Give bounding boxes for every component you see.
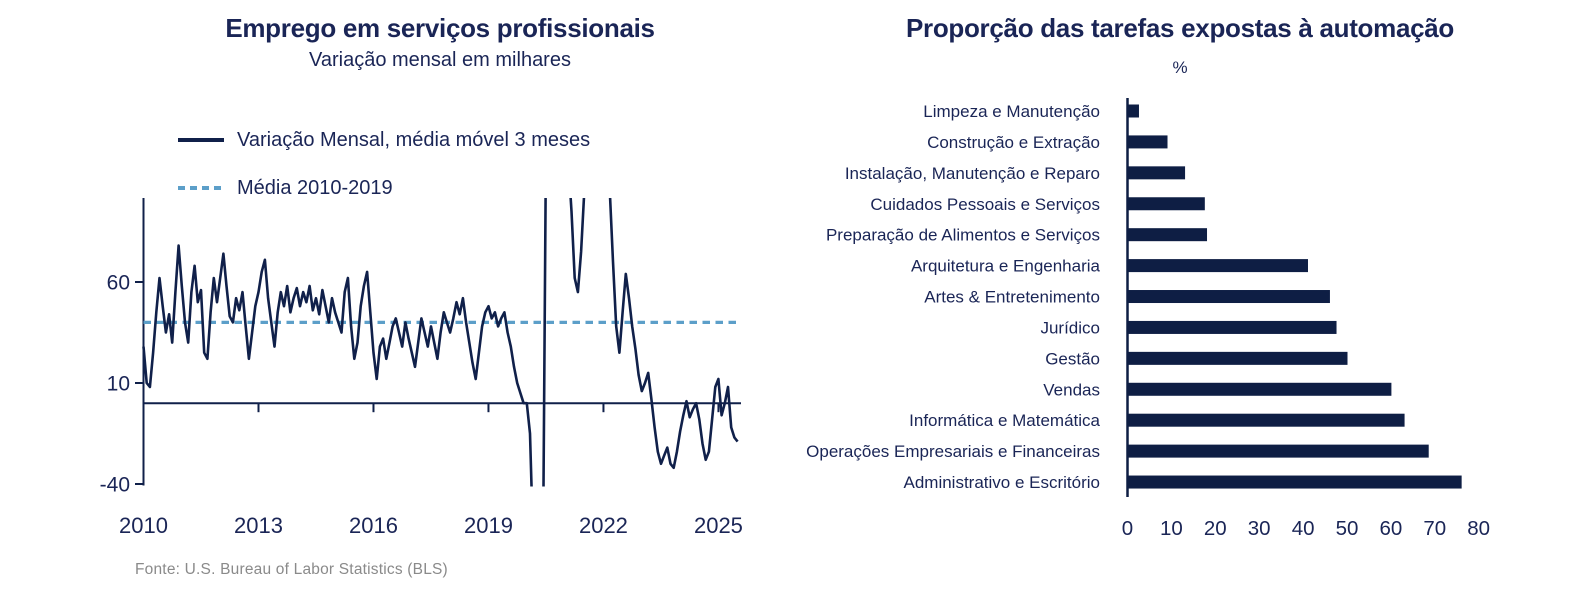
bar-x-tick-label: 50 <box>1336 517 1359 540</box>
right-chart-unit-label: % <box>1172 58 1188 77</box>
bar-x-tick-label: 60 <box>1379 517 1402 540</box>
bar <box>1128 320 1337 334</box>
x-tick-label: 2013 <box>234 513 283 538</box>
x-tick-label: 2019 <box>464 513 513 538</box>
x-tick-label: 2022 <box>579 513 628 538</box>
bar-category-label: Construção e Extração <box>927 133 1100 152</box>
y-tick-label: -40 <box>100 474 130 497</box>
legend-label-mean-2010-2019: Média 2010-2019 <box>237 176 393 199</box>
bar-x-tick-label: 30 <box>1248 517 1271 540</box>
bar <box>1128 104 1139 118</box>
bar-x-tick-label: 80 <box>1467 517 1490 540</box>
bar-category-label: Informática e Matemática <box>909 411 1100 430</box>
x-tick-label: 2016 <box>349 513 398 538</box>
bar-category-label: Cuidados Pessoais e Serviços <box>870 195 1100 214</box>
bar-x-tick-label: 40 <box>1292 517 1315 540</box>
bar <box>1128 259 1308 273</box>
bar <box>1128 135 1168 149</box>
bar-category-label: Limpeza e Manutenção <box>923 102 1100 121</box>
bar <box>1128 444 1429 458</box>
bar-category-label: Jurídico <box>1040 318 1100 337</box>
monthly-variation-line <box>142 198 739 487</box>
solid-line-sample <box>178 138 224 142</box>
bar <box>1128 290 1330 304</box>
legend: Variação Mensal, média móvel 3 meses Méd… <box>178 125 590 221</box>
dashed-line-sample <box>178 186 224 190</box>
left-chart-title: Emprego em serviços profissionais <box>225 13 655 43</box>
bar <box>1128 166 1186 180</box>
x-tick-label: 2025 <box>694 513 743 538</box>
bar <box>1128 351 1348 365</box>
bar-category-label: Vendas <box>1043 380 1100 399</box>
legend-item-monthly-variation: Variação Mensal, média móvel 3 meses <box>178 125 590 155</box>
bar-category-label: Operações Empresariais e Financeiras <box>806 442 1100 461</box>
source-note: Fonte: U.S. Bureau of Labor Statistics (… <box>135 561 448 578</box>
bar <box>1128 382 1392 396</box>
bar-category-label: Preparação de Alimentos e Serviços <box>826 226 1100 245</box>
bar <box>1128 413 1405 427</box>
legend-item-mean-2010-2019: Média 2010-2019 <box>178 173 590 203</box>
y-tick-label: 10 <box>107 373 130 396</box>
bar <box>1128 197 1205 211</box>
bar-x-tick-label: 70 <box>1423 517 1446 540</box>
bar-x-tick-label: 0 <box>1122 517 1133 540</box>
bar-x-tick-label: 20 <box>1204 517 1227 540</box>
bar-category-label: Instalação, Manutenção e Reparo <box>845 164 1100 183</box>
y-tick-label: 60 <box>107 272 130 295</box>
right-chart-title: Proporção das tarefas expostas à automaç… <box>905 13 1455 43</box>
bar-category-label: Arquitetura e Engenharia <box>911 257 1101 276</box>
bar-category-label: Administrativo e Escritório <box>903 473 1100 492</box>
bar-category-label: Gestão <box>1045 349 1100 368</box>
x-tick-label: 2010 <box>119 513 168 538</box>
bar-x-tick-label: 10 <box>1160 517 1183 540</box>
legend-label-monthly-variation: Variação Mensal, média móvel 3 meses <box>237 128 591 151</box>
bar-category-label: Artes & Entretenimento <box>924 288 1100 307</box>
left-chart-subtitle: Variação mensal em milhares <box>309 49 571 71</box>
bar <box>1128 475 1462 489</box>
bar <box>1128 228 1208 242</box>
